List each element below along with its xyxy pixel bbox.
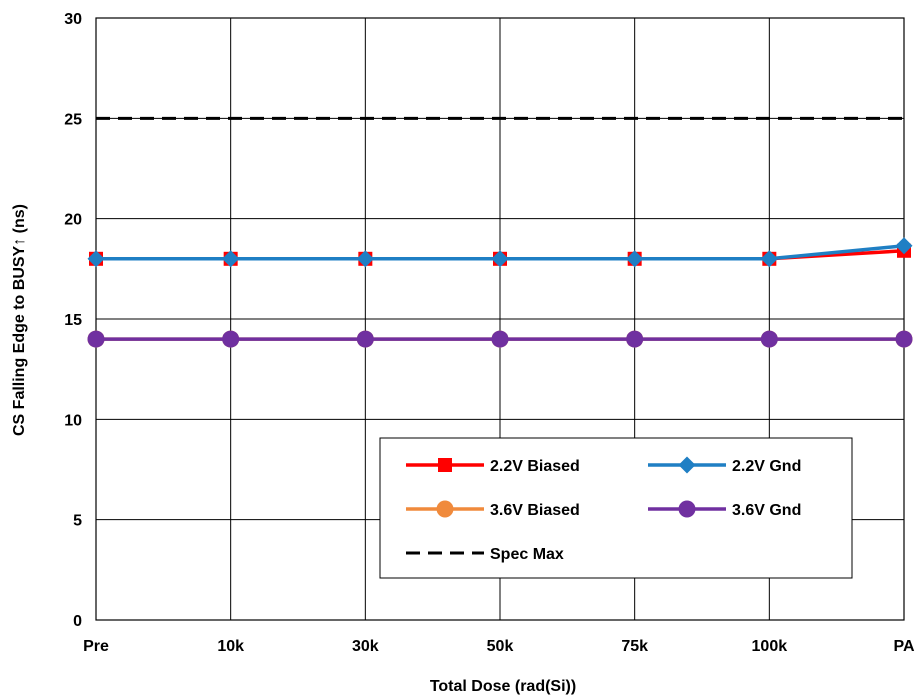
data-point-circle xyxy=(760,330,778,348)
legend-label: Spec Max xyxy=(490,546,564,563)
y-tick-label: 20 xyxy=(64,212,82,229)
x-tick-label: 30k xyxy=(352,638,379,655)
legend-box xyxy=(379,437,853,579)
x-tick-label: 75k xyxy=(621,638,648,655)
data-point-circle xyxy=(626,330,644,348)
y-tick-label: 5 xyxy=(73,513,82,530)
legend-label: 3.6V Biased xyxy=(490,502,580,519)
legend: 2.2V Biased 2.2V Gnd 3.6V Biased 3.6V Gnd Sp… xyxy=(379,437,853,579)
data-point-diamond xyxy=(491,250,509,268)
legend-label: 2.2V Biased xyxy=(490,458,580,475)
y-axis-title: CS Falling Edge to BUSY↑ (ns) xyxy=(11,204,28,436)
data-point-circle xyxy=(895,330,913,348)
data-point-circle xyxy=(436,500,454,518)
series-layer xyxy=(87,116,913,348)
x-tick-label: PA xyxy=(893,638,914,655)
data-point-diamond xyxy=(895,237,913,255)
x-tick-label: Pre xyxy=(83,638,109,655)
legend-label: 2.2V Gnd xyxy=(732,458,801,475)
x-tick-label: 10k xyxy=(217,638,244,655)
legend-entry: Spec Max xyxy=(406,546,564,563)
data-point-circle xyxy=(87,330,105,348)
x-tick-labels: Pre 10k 30k 50k 75k 100k PA xyxy=(83,638,915,655)
y-tick-label: 15 xyxy=(64,312,82,329)
legend-entry: 2.2V Biased xyxy=(406,458,580,475)
data-point-circle xyxy=(678,500,696,518)
legend-label: 3.6V Gnd xyxy=(732,502,801,519)
data-point-diamond xyxy=(760,250,778,268)
data-point-circle xyxy=(491,330,509,348)
plot-border xyxy=(95,17,905,621)
data-point-circle xyxy=(356,330,374,348)
data-point-diamond xyxy=(222,250,240,268)
y-tick-label: 25 xyxy=(64,111,82,128)
data-point-diamond xyxy=(678,456,696,474)
legend-entry: 2.2V Gnd xyxy=(648,456,801,475)
data-point-diamond xyxy=(626,250,644,268)
data-point-circle xyxy=(222,330,240,348)
y-tick-labels: 0 5 10 15 20 25 30 xyxy=(64,11,82,630)
series-2-2v-gnd xyxy=(87,237,913,268)
x-tick-label: 100k xyxy=(752,638,788,655)
data-point-diamond xyxy=(87,250,105,268)
y-tick-label: 30 xyxy=(64,11,82,28)
y-tick-label: 0 xyxy=(73,613,82,630)
legend-entry: 3.6V Gnd xyxy=(648,500,801,519)
series-3-6v-gnd xyxy=(87,330,913,348)
data-point-square xyxy=(438,458,452,472)
x-tick-label: 50k xyxy=(487,638,514,655)
y-tick-label: 10 xyxy=(64,412,82,429)
data-point-diamond xyxy=(356,250,374,268)
x-axis-title: Total Dose (rad(Si)) xyxy=(430,678,576,695)
legend-entry: 3.6V Biased xyxy=(406,500,580,519)
